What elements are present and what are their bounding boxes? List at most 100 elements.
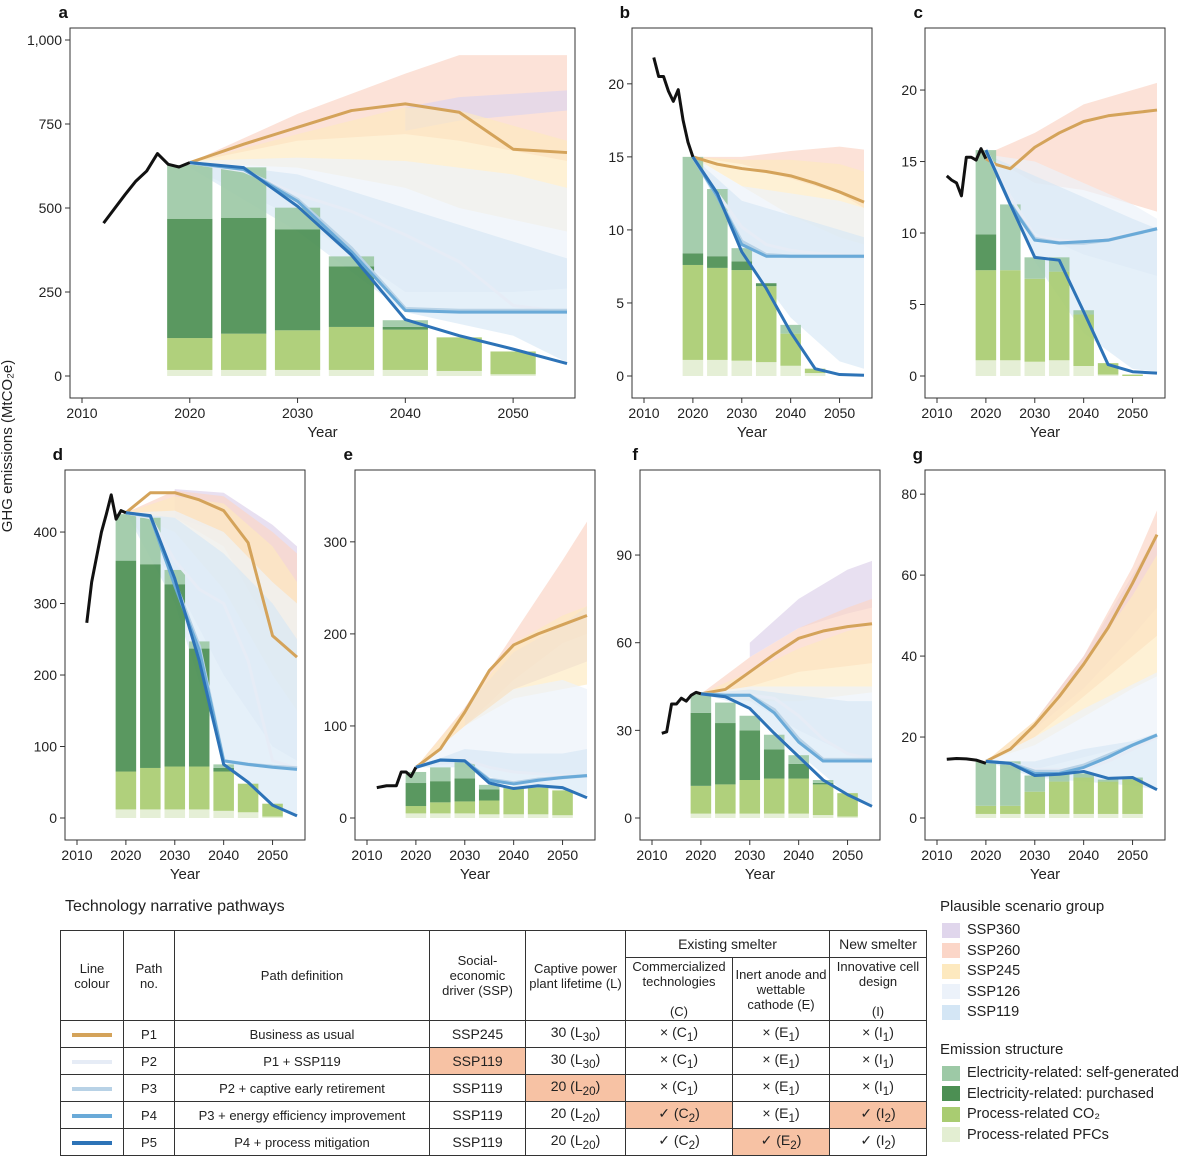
band-SSP119 — [985, 732, 1157, 790]
bar-process_pfc — [167, 369, 213, 376]
panel-b: b 2010 2020 2030 2040 2050 0 5 10 15 20 Year — [608, 3, 873, 441]
y-tick-label: 200 — [324, 626, 348, 642]
bar-elec_self — [1048, 773, 1070, 782]
bar-elec_self — [715, 702, 736, 724]
bar-process_pfc — [707, 359, 728, 376]
legend-item: SSP245 — [940, 961, 1104, 982]
legend-swatch — [942, 1086, 960, 1102]
bar-elec_purchased — [739, 730, 761, 781]
legend-item: Process-related PFCs — [940, 1125, 1179, 1146]
series-line-P5 — [984, 149, 1158, 375]
bar-elec_self — [221, 167, 267, 218]
bar-process_co2 — [780, 333, 801, 366]
bar-process_pfc — [975, 813, 997, 818]
x-tick-label: 2020 — [174, 405, 205, 421]
bar-process_co2 — [682, 264, 704, 360]
bar-elec_purchased — [755, 283, 777, 287]
legend-swatch — [942, 1004, 960, 1020]
bar-process_pfc — [115, 809, 137, 818]
y-tick-label: 500 — [39, 200, 63, 216]
bar-process_co2 — [454, 801, 476, 814]
cell-path: P3 — [123, 1074, 175, 1102]
table-row: P1 Business as usual SSP245 30 (L30) × (C1) ×… — [60, 1020, 927, 1048]
cell-line-colour — [60, 1074, 124, 1102]
y-axis-title: GHG emissions (MtCO₂e) — [0, 360, 16, 533]
cell-definition: Business as usual — [174, 1020, 430, 1048]
header-existing-smelter: Existing smelter — [625, 930, 830, 958]
x-axis-title: Year — [1030, 424, 1060, 441]
x-axis-title: Year — [737, 424, 767, 441]
historic-line — [85, 493, 127, 624]
legend-swatch — [942, 943, 960, 959]
bar-elec_purchased — [975, 234, 997, 271]
bar-process_pfc — [436, 370, 482, 376]
band-SSP119 — [692, 156, 864, 369]
bar-elec_self — [1073, 773, 1094, 778]
cell-lifetime: 30 (L30) — [525, 1047, 626, 1075]
bar-elec_self — [975, 150, 997, 235]
cell-c: ✓ (C2) — [625, 1128, 733, 1156]
header-path-no: Path no. — [123, 930, 175, 1021]
cell-ssp: SSP119 — [429, 1047, 526, 1075]
x-tick-label: 2050 — [547, 847, 578, 863]
y-tick-label: 400 — [34, 524, 58, 540]
cell-ssp: SSP119 — [429, 1074, 526, 1102]
bar-process_co2 — [975, 805, 997, 814]
cell-definition: P4 + process mitigation — [174, 1128, 430, 1156]
y-tick-label: 300 — [34, 596, 58, 612]
x-tick-label: 2030 — [1019, 847, 1050, 863]
bar-process_pfc — [527, 814, 549, 818]
cell-line-colour — [60, 1047, 124, 1075]
bar-process_pfc — [788, 813, 809, 818]
bar-process_co2 — [763, 778, 785, 814]
legend-label: Process-related CO₂ — [967, 1106, 1100, 1123]
cell-ssp: SSP245 — [429, 1020, 526, 1048]
bar-process_co2 — [382, 329, 428, 370]
bar-process_co2 — [164, 766, 186, 810]
x-tick-label: 2040 — [775, 405, 806, 421]
bar-elec_purchased — [715, 723, 736, 785]
y-tick-label: 300 — [324, 534, 348, 550]
bar-elec_purchased — [690, 712, 712, 786]
y-tick-label: 0 — [909, 368, 917, 384]
legend-swatch — [942, 922, 960, 938]
cell-path: P2 — [123, 1047, 175, 1075]
y-tick-label: 0 — [624, 810, 632, 826]
x-tick-label: 2030 — [282, 405, 313, 421]
legend-label: Electricity-related: purchased — [967, 1085, 1154, 1102]
header-commercialized-code: (C) — [669, 1004, 689, 1019]
cell-definition: P2 + captive early retirement — [174, 1074, 430, 1102]
bar-process_pfc — [812, 815, 834, 818]
bar-process_co2 — [788, 778, 809, 814]
legend-label: SSP119 — [967, 1004, 1020, 1021]
x-tick-label: 2040 — [390, 405, 421, 421]
cell-i: ✓ (I2) — [829, 1101, 927, 1129]
bar-process_co2 — [1097, 781, 1119, 814]
x-tick-label: 2030 — [734, 847, 765, 863]
panel-letter: f — [632, 445, 638, 464]
x-axis-title: Year — [1030, 866, 1060, 883]
bar-process_co2 — [731, 270, 753, 361]
cell-c: × (C1) — [625, 1047, 733, 1075]
band-SSP360 — [749, 560, 872, 658]
line-colour-swatch — [72, 1087, 112, 1092]
cell-line-colour — [60, 1101, 124, 1129]
header-innovative: Innovative cell design (I) — [829, 957, 927, 1021]
legend-label: Process-related PFCs — [967, 1126, 1109, 1143]
bar-process_pfc — [804, 373, 826, 376]
bar-process_co2 — [140, 767, 161, 810]
panel-letter: b — [620, 3, 630, 22]
bar-elec_purchased — [682, 253, 704, 265]
series-line-P5 — [985, 759, 1158, 792]
series-line-P1 — [692, 155, 865, 204]
bar-process_pfc — [755, 362, 777, 376]
bar-process_co2 — [552, 790, 573, 816]
x-tick-label: 2020 — [400, 847, 431, 863]
x-tick-label: 2040 — [783, 847, 814, 863]
legend-swatch — [942, 1065, 960, 1081]
bar-elec_purchased — [115, 560, 137, 772]
bar-process_pfc — [262, 816, 283, 818]
x-tick-label: 2040 — [498, 847, 529, 863]
structure-legend-title: Emission structure — [940, 1041, 1064, 1058]
x-tick-label: 2010 — [61, 847, 92, 863]
